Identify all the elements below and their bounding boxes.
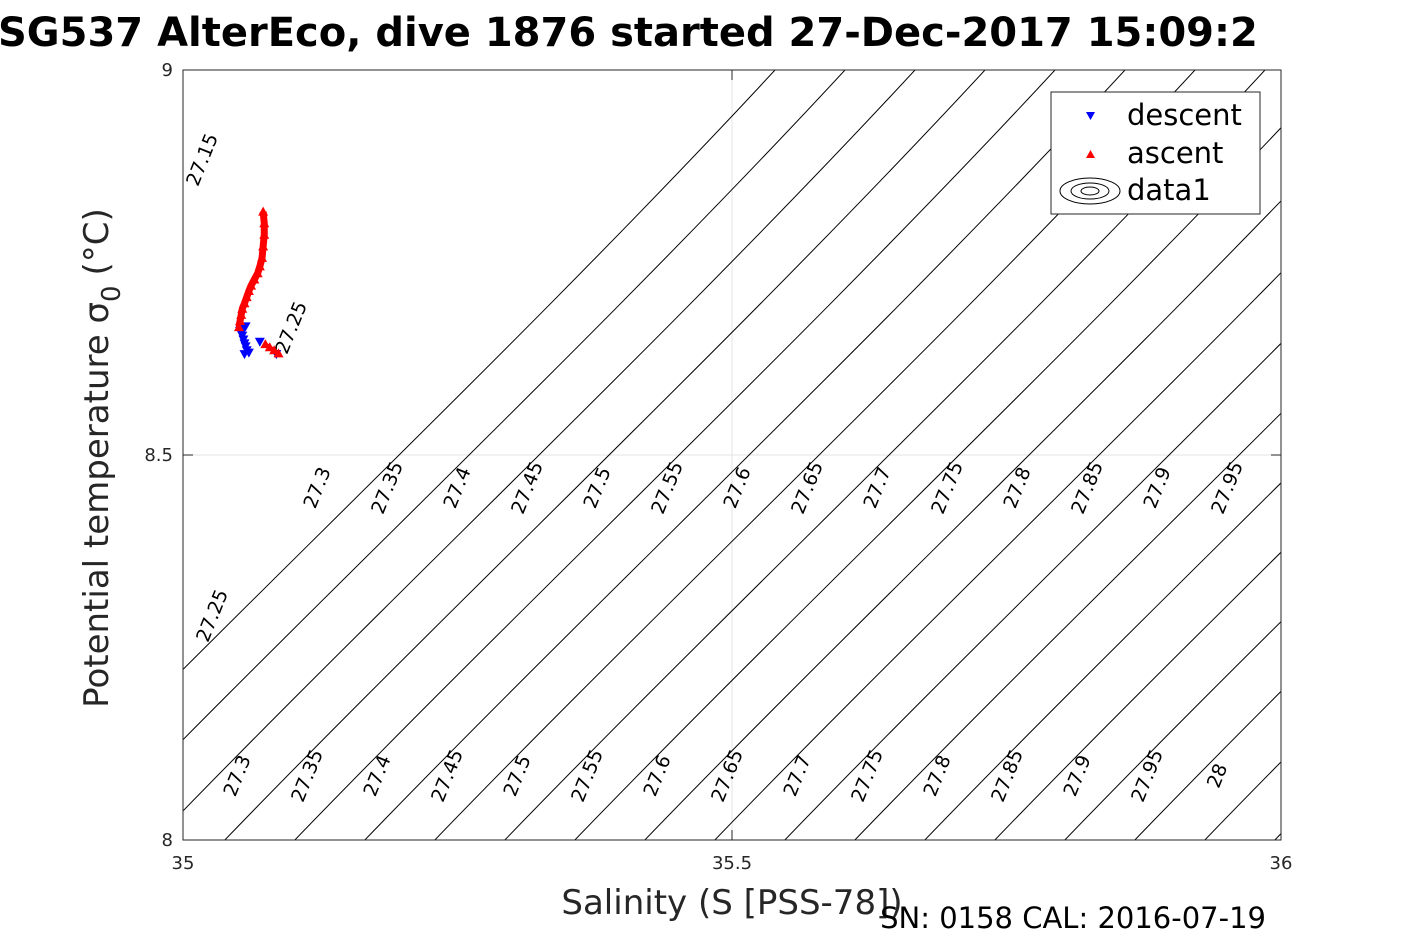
contour-line-1 [183, 70, 846, 741]
contour-line-18 [1274, 832, 1281, 840]
x-tick-label-1: 35.5 [712, 853, 752, 874]
contour-line-15 [1064, 620, 1281, 840]
legend-marker-descent [1086, 112, 1095, 120]
y-axis-label-unit: (°C) [77, 208, 117, 275]
svg-text:Potential temperature σ0(°C): Potential temperature σ0 (°C) [77, 208, 127, 708]
tick-marks [182, 69, 1282, 841]
ascent-point-6 [252, 268, 263, 278]
ascent-point-7 [249, 274, 260, 284]
ascent-point-3 [258, 241, 269, 251]
legend-label-descent: descent [1127, 98, 1242, 132]
contour-line-2 [183, 70, 916, 812]
contour-line-12 [854, 412, 1281, 840]
ascent-point-13 [236, 309, 247, 319]
ascent-point-0 [258, 206, 269, 216]
legend: descent ascent data1 [1050, 91, 1261, 215]
data-points [233, 206, 284, 360]
contour-line-5 [364, 70, 1126, 840]
legend-marker-ascent [1086, 150, 1095, 158]
legend-label-data1: data1 [1127, 173, 1211, 207]
y-axis-label-sub: 0 [97, 285, 127, 302]
descent-point-7 [243, 348, 254, 358]
legend-label-ascent: ascent [1127, 136, 1223, 170]
ascent-point-12 [237, 303, 248, 313]
ascent-point-15 [233, 322, 244, 332]
serial-calibration-text: SN: 0158 CAL: 2016-07-19 [880, 901, 1266, 935]
y-axis-label-main: Potential temperature σ [77, 302, 117, 708]
y-tick-label-1: 8.5 [144, 445, 173, 466]
legend-box [1050, 91, 1261, 215]
x-tick-label-2: 36 [1270, 853, 1293, 874]
ascent-point-1 [259, 218, 270, 228]
chart-title: SG537 AlterEco, dive 1876 started 27-Dec… [0, 10, 1258, 56]
descent-point-11 [254, 337, 265, 347]
legend-marker-data1 [1059, 177, 1121, 205]
contour-line-3 [224, 70, 986, 840]
grid [183, 70, 1281, 840]
contour-line-10 [714, 272, 1281, 840]
ascent-point-2 [259, 229, 270, 239]
contour-line-19 [1340, 65, 1417, 845]
ascent-point-19 [273, 348, 284, 358]
ascent-point-5 [254, 261, 265, 271]
contour-line-16 [1134, 690, 1281, 840]
y-tick-label-2: 9 [162, 60, 173, 81]
contour-line-14 [994, 551, 1281, 840]
ascent-point-14 [235, 316, 246, 326]
x-axis-label: Salinity (S [PSS-78]) [561, 883, 902, 923]
ascent-point-4 [257, 252, 268, 262]
contour-line-0 [183, 70, 776, 671]
x-tick-label-0: 35 [172, 853, 195, 874]
contour-line-4 [294, 70, 1056, 840]
y-axis-label: Potential temperature σ0 (°C) [77, 208, 127, 708]
contour-line-11 [784, 342, 1281, 840]
contour-line-13 [924, 482, 1281, 840]
contour-line-9 [644, 200, 1281, 840]
y-tick-label-0: 8 [162, 830, 173, 851]
